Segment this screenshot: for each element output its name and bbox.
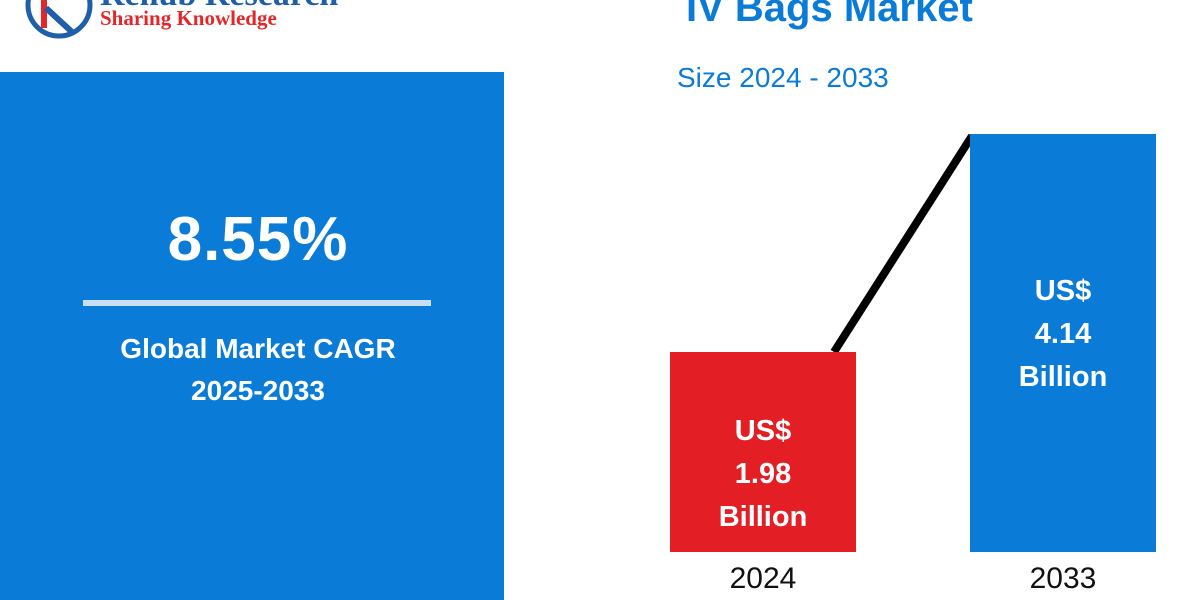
chart-subtitle: Size 2024 - 2033 (677, 62, 889, 93)
logo-tagline: Sharing Knowledge (100, 6, 277, 30)
x-tick-label-2024: 2024 (729, 562, 797, 595)
data-label-suffix: Billion (718, 501, 808, 533)
data-label-value: 1.98 (734, 458, 792, 490)
data-label-value: 4.14 (1034, 318, 1092, 350)
data-label-2033: US$ 4.14 Billion (970, 270, 1156, 399)
chart-title: IV Bags Market (686, 0, 973, 30)
trend-line (830, 133, 976, 355)
data-label-prefix: US$ (734, 415, 792, 447)
renub-research-logo: Renub Research Sharing Knowledge (0, 0, 400, 40)
logo-title: Renub Research (100, 0, 338, 14)
x-tick-label-2033: 2033 (1029, 562, 1097, 595)
data-label-prefix: US$ (1034, 275, 1092, 307)
cagr-label-line1: Global Market CAGR (120, 333, 396, 364)
cagr-value: 8.55% (167, 205, 349, 274)
cagr-panel: 8.55% Global Market CAGR 2025-2033 (0, 72, 504, 600)
logo-mark-icon (25, 0, 93, 39)
cagr-divider (83, 300, 431, 306)
bar-2024: US$ 1.98 Billion (670, 352, 856, 552)
cagr-label-line2: 2025-2033 (191, 375, 325, 406)
bar-2033: US$ 4.14 Billion (970, 134, 1156, 552)
data-label-2024: US$ 1.98 Billion (670, 410, 856, 539)
cagr-label: Global Market CAGR 2025-2033 (0, 328, 516, 412)
data-label-suffix: Billion (1018, 361, 1108, 393)
